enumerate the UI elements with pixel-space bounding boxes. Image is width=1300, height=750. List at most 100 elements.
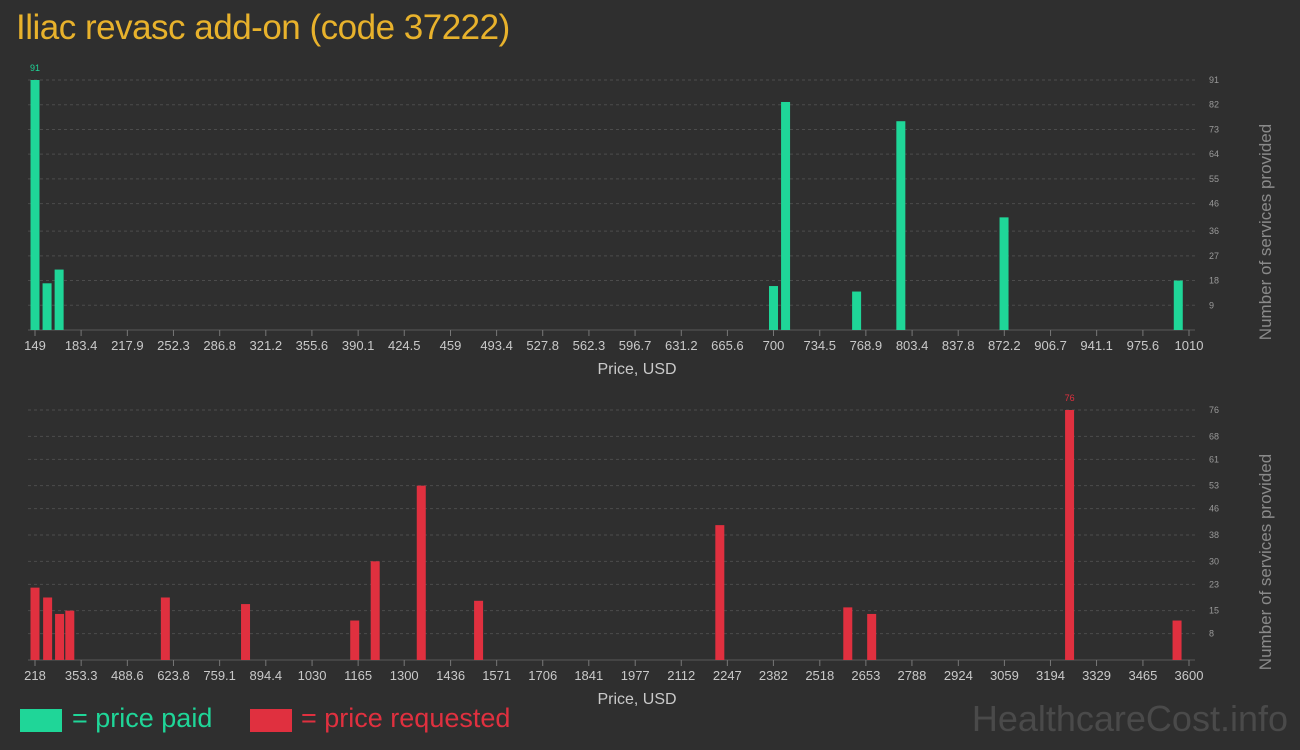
bottom-x-tick-label: 759.1 [203,668,236,683]
top-x-tick-label: 355.6 [296,338,329,353]
top-x-tick-label: 493.4 [480,338,513,353]
legend-paid-label: = price paid [72,703,213,733]
top-x-tick-label: 665.6 [711,338,744,353]
legend-requested-label: = price requested [301,703,511,733]
bottom-x-tick-label: 894.4 [250,668,283,683]
bottom-x-tick-label: 1030 [298,668,327,683]
bottom-y-tick-label: 15 [1209,606,1219,616]
bottom-x-tick-label: 2653 [851,668,880,683]
top-x-tick-label: 217.9 [111,338,144,353]
bottom-bar [350,620,360,660]
bottom-bar [1065,410,1075,660]
bottom-y-tick-label: 30 [1209,556,1219,566]
top-y-axis-title: Number of services provided [1256,124,1275,340]
top-y-tick-label: 18 [1209,276,1219,286]
bottom-x-tick-label: 2924 [944,668,973,683]
top-x-tick-label: 527.8 [526,338,559,353]
bottom-bar [867,613,877,660]
bottom-x-tick-label: 1706 [528,668,557,683]
top-x-tick-label: 768.9 [850,338,883,353]
bottom-bar [370,561,380,660]
top-x-tick-label: 596.7 [619,338,652,353]
top-bar [852,291,862,330]
top-y-tick-label: 36 [1209,226,1219,236]
price-requested-chart: 8 15 23 30 38 46 53 61 68 76 218 353.3 488.6 623.8 759… [24,393,1275,708]
top-y-tick-label: 64 [1209,149,1219,159]
bottom-y-tick-label: 46 [1209,504,1219,514]
top-x-tick-label: 1010 [1175,338,1204,353]
top-y-tick-label: 9 [1209,300,1214,310]
top-x-tick-label: 872.2 [988,338,1021,353]
top-y-tick-label: 91 [1209,75,1219,85]
bottom-x-tick-label: 623.8 [157,668,190,683]
top-y-tick-label: 46 [1209,199,1219,209]
bottom-y-tick-label: 61 [1209,454,1219,464]
top-x-tick-label: 183.4 [65,338,98,353]
bottom-x-tick-label: 2788 [897,668,926,683]
bottom-x-tick-label: 1841 [574,668,603,683]
top-x-axis-title: Price, USD [597,361,676,378]
top-x-tick-label: 975.6 [1127,338,1160,353]
bottom-x-axis-title: Price, USD [597,691,676,708]
bottom-x-tick-label: 3465 [1128,668,1157,683]
bottom-x-tick-label: 1436 [436,668,465,683]
bottom-bar [65,610,75,660]
bottom-bar [474,600,484,660]
bottom-bar [416,485,426,660]
top-bar [769,286,779,330]
bottom-x-tick-label: 2382 [759,668,788,683]
bottom-x-tick-label: 3329 [1082,668,1111,683]
top-bar [42,283,52,330]
top-bar [30,80,40,330]
bottom-bar [55,613,65,660]
bottom-bar [715,525,725,660]
top-x-tick-label: 321.2 [250,338,283,353]
top-x-tick-label: 941.1 [1080,338,1113,353]
bottom-x-tick-label: 1300 [390,668,419,683]
bottom-bar [160,597,170,660]
bottom-x-tick-label: 2518 [805,668,834,683]
bottom-x-tick-label: 488.6 [111,668,144,683]
bottom-y-tick-label: 68 [1209,431,1219,441]
page-title: Iliac revasc add-on (code 37222) [16,8,510,47]
bottom-y-tick-label: 76 [1209,405,1219,415]
top-bar-value-label: 91 [30,63,40,73]
top-bar [781,101,791,330]
top-bar [1173,280,1183,330]
top-y-tick-label: 27 [1209,251,1219,261]
top-x-tick-label: 149 [24,338,46,353]
top-bar [896,121,906,330]
top-x-tick-label: 286.8 [203,338,236,353]
top-x-tick-label: 734.5 [803,338,836,353]
top-x-tick-label: 803.4 [896,338,929,353]
bottom-x-tick-label: 218 [24,668,46,683]
bottom-x-tick-label: 353.3 [65,668,98,683]
price-paid-chart: 9 18 27 36 46 55 64 73 82 91 149 183.4 217.9 252.3 286… [24,63,1275,378]
bottom-y-tick-label: 8 [1209,629,1214,639]
bottom-bar [30,587,40,660]
watermark: HealthcareCost.info [971,698,1288,739]
bottom-bar [1172,620,1182,660]
bottom-x-tick-label: 1977 [621,668,650,683]
legend-requested-swatch [250,709,292,732]
bottom-y-tick-label: 53 [1209,481,1219,491]
bottom-y-axis-title: Number of services provided [1256,454,1275,670]
top-y-tick-label: 73 [1209,124,1219,134]
bottom-bar [43,597,53,660]
bottom-bar [843,607,853,660]
top-bar [999,217,1009,330]
bottom-x-tick-label: 3194 [1036,668,1065,683]
bottom-y-tick-label: 38 [1209,530,1219,540]
bottom-bar [241,604,251,660]
bottom-bar-value-label: 76 [1065,393,1075,403]
top-x-tick-label: 562.3 [573,338,606,353]
top-x-tick-label: 906.7 [1034,338,1067,353]
bottom-x-tick-label: 1165 [344,668,372,683]
top-x-tick-label: 837.8 [942,338,975,353]
bottom-x-tick-label: 2247 [713,668,742,683]
top-y-tick-label: 55 [1209,174,1219,184]
top-x-tick-label: 252.3 [157,338,190,353]
top-x-tick-label: 631.2 [665,338,698,353]
top-x-tick-label: 390.1 [342,338,375,353]
top-x-tick-label: 459 [440,338,462,353]
